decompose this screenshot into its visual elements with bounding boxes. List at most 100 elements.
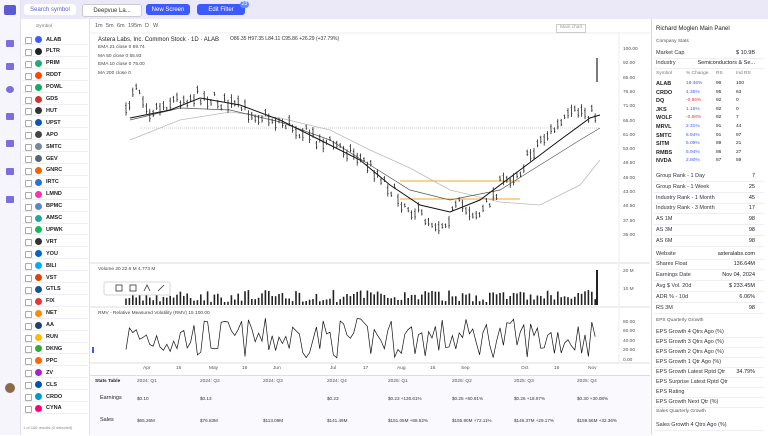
- nav-icon[interactable]: [6, 40, 14, 47]
- watchlist-symbol[interactable]: GNRC: [46, 167, 63, 174]
- row-checkbox[interactable]: [25, 298, 32, 306]
- row-checkbox[interactable]: [25, 156, 32, 163]
- watchlist-symbol[interactable]: VRT: [46, 238, 57, 245]
- row-divider: [654, 181, 764, 182]
- section-header: Company Stats: [656, 39, 689, 44]
- watchlist-symbol[interactable]: POWL: [46, 84, 63, 91]
- new-screen-button[interactable]: New Screen: [146, 4, 190, 15]
- timeframe[interactable]: W: [153, 23, 159, 29]
- row-checkbox[interactable]: [25, 405, 32, 413]
- timeframe[interactable]: 5m: [106, 23, 114, 29]
- watchlist-symbol[interactable]: FIX: [46, 298, 55, 305]
- row-checkbox[interactable]: [25, 227, 32, 235]
- watchlist-symbol[interactable]: RUN: [46, 334, 58, 340]
- watchlist-symbol[interactable]: GTLS: [46, 286, 61, 293]
- row-checkbox[interactable]: [25, 120, 32, 128]
- edit-filter-button[interactable]: Edit Filter: [197, 4, 245, 15]
- row-divider: [22, 174, 88, 176]
- peer-cell: 7: [736, 115, 739, 121]
- watchlist-symbol[interactable]: HUT: [46, 107, 58, 114]
- row-checkbox[interactable]: [25, 334, 32, 342]
- nav-icon[interactable]: [6, 86, 14, 93]
- timeframe[interactable]: 6m: [117, 23, 125, 29]
- row-checkbox[interactable]: [25, 263, 32, 271]
- row-checkbox[interactable]: [25, 191, 32, 199]
- tool[interactable]: [129, 284, 137, 292]
- watchlist-symbol[interactable]: IRTC: [46, 179, 59, 186]
- row-checkbox[interactable]: [25, 72, 32, 80]
- avatar[interactable]: [5, 383, 15, 393]
- screen-select[interactable]: Deepvue La...: [82, 4, 142, 17]
- row-checkbox[interactable]: [25, 310, 32, 318]
- watchlist-symbol[interactable]: AMSC: [46, 215, 63, 221]
- peer-cell: 95: [716, 89, 722, 95]
- watchlist-symbol[interactable]: YOU: [46, 250, 58, 257]
- timeframe[interactable]: 195m: [128, 23, 142, 29]
- row-checkbox[interactable]: [25, 203, 32, 211]
- row-divider: [654, 280, 764, 282]
- watchlist-symbol[interactable]: DKNG: [46, 345, 63, 352]
- watchlist-symbol[interactable]: CLS: [46, 381, 57, 388]
- rmv-axis-label: 0.00: [623, 357, 633, 363]
- chart-main-label[interactable]: Main chart: [556, 24, 587, 33]
- tool[interactable]: [157, 284, 165, 292]
- row-checkbox[interactable]: [25, 37, 32, 44]
- vol-shape: [502, 292, 505, 305]
- watchlist-symbol[interactable]: ALAB: [46, 36, 62, 43]
- watchlist-symbol[interactable]: NET: [46, 310, 57, 317]
- watchlist-symbol[interactable]: UPWK: [46, 226, 63, 233]
- row-checkbox[interactable]: [25, 275, 32, 282]
- search-box[interactable]: Search symbol: [24, 4, 76, 15]
- row-checkbox[interactable]: [25, 179, 32, 187]
- row-checkbox[interactable]: [25, 286, 32, 294]
- row-checkbox[interactable]: [25, 346, 32, 354]
- nav-icon[interactable]: [6, 168, 14, 175]
- watchlist-symbol[interactable]: CYNA: [46, 405, 62, 412]
- watchlist-symbol[interactable]: UPST: [46, 119, 61, 126]
- row-checkbox[interactable]: [25, 167, 32, 175]
- watchlist-symbol[interactable]: BPMC: [46, 203, 63, 210]
- row-checkbox[interactable]: [25, 394, 32, 401]
- row-divider: [654, 367, 764, 368]
- watchlist-symbol[interactable]: SMTC: [46, 143, 62, 150]
- watchlist-symbol[interactable]: ZV: [46, 369, 54, 376]
- row-checkbox[interactable]: [25, 215, 32, 223]
- row-checkbox[interactable]: [25, 370, 32, 378]
- watchlist-symbol[interactable]: BILI: [46, 262, 57, 269]
- watchlist-symbol[interactable]: PPC: [46, 357, 58, 364]
- row-checkbox[interactable]: [25, 96, 32, 104]
- row-checkbox[interactable]: [25, 322, 32, 330]
- row-checkbox[interactable]: [25, 108, 32, 116]
- watchlist-symbol[interactable]: VST: [46, 274, 57, 281]
- tool[interactable]: [143, 284, 151, 292]
- row-checkbox[interactable]: [25, 239, 32, 247]
- watchlist-symbol[interactable]: GDS: [46, 96, 58, 102]
- watchlist-symbol[interactable]: AA: [46, 322, 54, 329]
- row-checkbox[interactable]: [25, 382, 32, 390]
- timeframe[interactable]: D: [145, 23, 149, 29]
- watchlist-symbol[interactable]: RDDT: [46, 72, 62, 79]
- watchlist-symbol[interactable]: PLTR: [46, 48, 60, 55]
- row-checkbox[interactable]: [25, 358, 32, 366]
- row-checkbox[interactable]: [25, 251, 32, 259]
- peer-cell: NVDA: [656, 158, 672, 165]
- stats-cell: $0.13: [200, 396, 212, 401]
- row-checkbox[interactable]: [25, 132, 32, 140]
- vol-shape: [213, 294, 216, 305]
- nav-icon[interactable]: [6, 113, 14, 120]
- row-checkbox[interactable]: [25, 84, 32, 92]
- nav-icon[interactable]: [6, 63, 14, 70]
- nav-icon[interactable]: [6, 140, 14, 147]
- tool[interactable]: [115, 284, 123, 292]
- watchlist-symbol[interactable]: PRIM: [46, 60, 60, 67]
- watchlist-symbol[interactable]: GEV: [46, 155, 58, 162]
- timeframe[interactable]: 1m: [95, 23, 103, 29]
- watchlist-symbol[interactable]: CRDO: [46, 393, 63, 400]
- row-checkbox[interactable]: [25, 144, 32, 152]
- row-checkbox[interactable]: [25, 60, 32, 68]
- watchlist-symbol[interactable]: APO: [46, 131, 58, 138]
- row-checkbox[interactable]: [25, 48, 32, 56]
- watchlist-symbol[interactable]: LMND: [46, 191, 62, 198]
- vol-shape: [220, 297, 222, 305]
- nav-icon[interactable]: [6, 196, 14, 203]
